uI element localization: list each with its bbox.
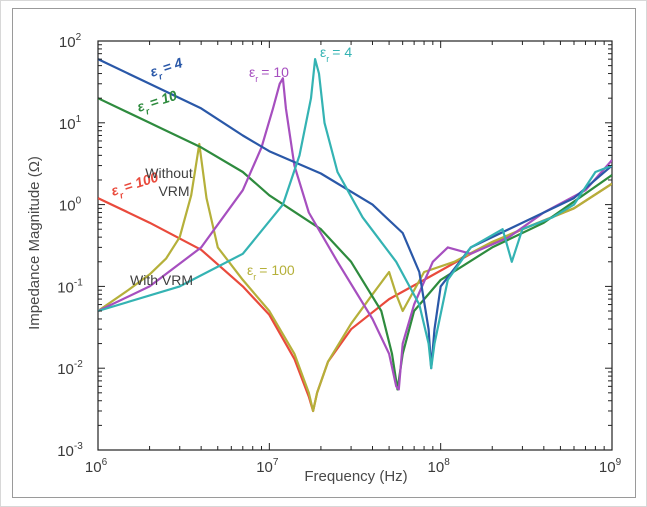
series-layer bbox=[98, 57, 612, 413]
x-tick-label: 109 bbox=[599, 457, 622, 476]
epsilon-r-label: εr= 100 bbox=[247, 262, 295, 282]
without-vrm-label: Without bbox=[145, 165, 193, 181]
epsilon-r-text: εr= 100 bbox=[247, 262, 295, 282]
y-tick-label: 101 bbox=[59, 114, 82, 133]
tick-layer: 106 107 108 109 102 101 100 10-1 10-2 10-3 bbox=[57, 32, 621, 476]
epsilon-r-text: εr= 10 bbox=[135, 87, 180, 119]
y-tick-label: 10-3 bbox=[57, 441, 83, 460]
x-tick-label: 106 bbox=[85, 457, 108, 476]
epsilon-r-text: εr= 10 bbox=[249, 64, 289, 84]
epsilon-r-label: εr= 4 bbox=[148, 54, 186, 83]
x-axis-label: Frequency (Hz) bbox=[304, 468, 407, 485]
x-tick-label: 107 bbox=[256, 457, 279, 476]
series-line-5 bbox=[98, 58, 612, 370]
epsilon-r-text: εr= 4 bbox=[320, 44, 352, 64]
y-tick-label: 10-2 bbox=[57, 359, 83, 378]
x-tick-label: 108 bbox=[428, 457, 451, 476]
with-vrm-label: With VRM bbox=[130, 272, 193, 288]
epsilon-r-label: εr= 10 bbox=[249, 64, 289, 84]
series-line-2 bbox=[98, 142, 612, 413]
series-line-6 bbox=[98, 57, 612, 370]
y-tick-label: 102 bbox=[59, 32, 82, 51]
plot-frame bbox=[97, 40, 613, 451]
epsilon-r-label: εr= 10 bbox=[135, 87, 180, 119]
chart-panel bbox=[12, 8, 636, 498]
epsilon-r-label: εr= 4 bbox=[320, 44, 352, 64]
series-line-3 bbox=[98, 97, 612, 391]
y-tick-label: 10-1 bbox=[57, 277, 83, 296]
plot-area bbox=[97, 40, 613, 451]
series-line-4 bbox=[98, 77, 612, 391]
epsilon-r-text: εr= 4 bbox=[148, 54, 186, 83]
y-tick-label: 100 bbox=[59, 196, 82, 215]
y-axis-label: Impedance Magnitude (Ω) bbox=[26, 156, 43, 330]
without-vrm-label-2: VRM bbox=[158, 183, 189, 199]
